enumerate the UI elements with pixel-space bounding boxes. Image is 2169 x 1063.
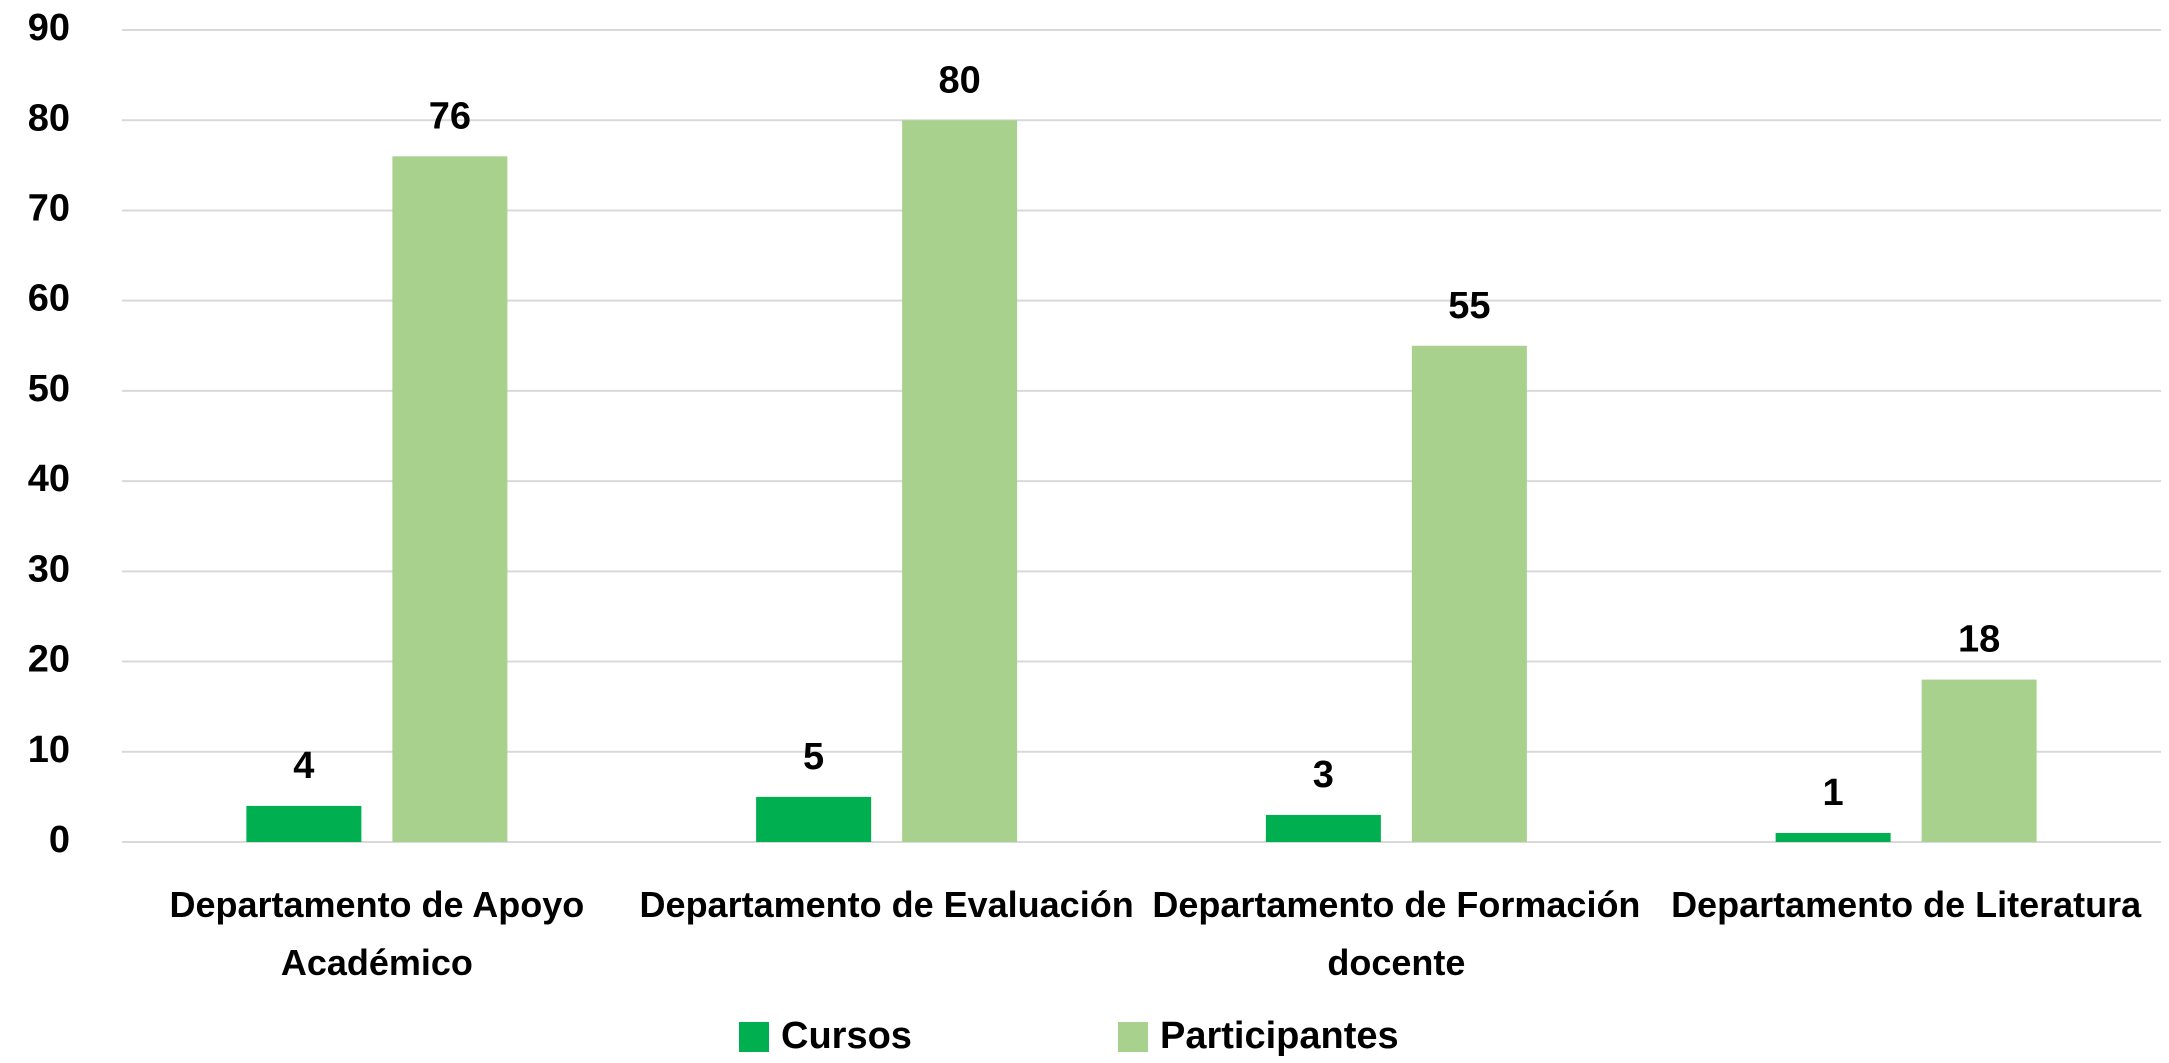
legend-label: Cursos: [781, 1015, 912, 1057]
y-tick-label: 10: [28, 729, 70, 771]
bar: [902, 120, 1018, 842]
x-tick-label: Departamento de Evaluación: [639, 884, 1134, 925]
y-tick-label: 40: [28, 458, 70, 500]
data-label: 76: [429, 95, 471, 137]
x-tick-label: Departamento de Literatura: [1671, 884, 2142, 925]
x-tick-label: Departamento de Apoyo Académico: [169, 884, 585, 983]
bar: [392, 156, 508, 843]
bar: [1265, 814, 1381, 842]
bar: [756, 796, 872, 842]
y-tick-label: 30: [28, 548, 70, 590]
bar: [1775, 832, 1891, 842]
data-label: 5: [803, 736, 824, 778]
legend-label: Participantes: [1160, 1015, 1399, 1057]
y-tick-label: 0: [49, 819, 70, 861]
data-label: 4: [293, 745, 314, 787]
data-label: 80: [938, 59, 980, 101]
legend-swatch: [1118, 1022, 1148, 1052]
y-tick-label: 60: [28, 278, 70, 320]
data-label: 3: [1313, 754, 1334, 796]
bar: [1921, 679, 2037, 842]
y-tick-label: 90: [28, 7, 70, 49]
y-tick-label: 70: [28, 187, 70, 229]
y-tick-label: 50: [28, 368, 70, 410]
y-tick-label: 80: [28, 97, 70, 139]
data-label: 18: [1958, 619, 2000, 661]
data-label: 55: [1448, 285, 1490, 327]
bar: [246, 805, 362, 842]
y-tick-label: 20: [28, 639, 70, 681]
legend-swatch: [739, 1022, 769, 1052]
bar: [1411, 345, 1527, 842]
data-label: 1: [1823, 772, 1844, 814]
x-tick-label: Departamento de Formación docente: [1152, 884, 1641, 983]
